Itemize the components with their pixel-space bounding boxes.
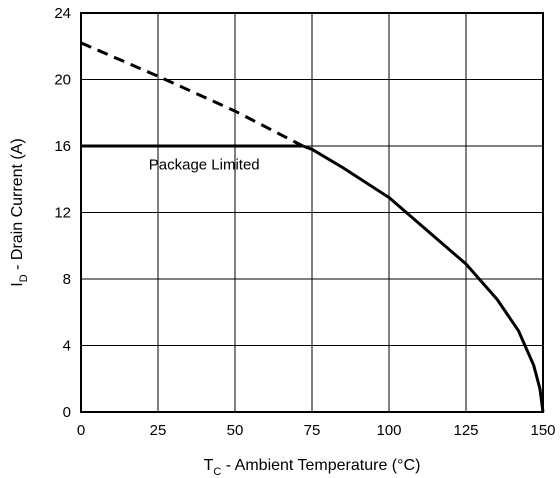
x-tick-label: 150 [530, 422, 555, 439]
x-tick-label: 50 [227, 422, 244, 439]
x-tick-label: 100 [376, 422, 401, 439]
y-tick-label: 0 [63, 404, 71, 421]
y-tick-label: 4 [63, 338, 71, 355]
annotations: Package Limited [149, 156, 260, 173]
x-tick-label: 125 [453, 422, 478, 439]
x-tick-label: 0 [77, 422, 85, 439]
y-tick-label: 16 [54, 138, 71, 155]
y-tick-labels: 0 4 8 12 16 20 24 [54, 5, 71, 421]
plot-frame [80, 12, 544, 413]
y-axis-label: ID - Drain Current (A) [9, 138, 30, 286]
y-tick-label: 20 [54, 72, 71, 89]
x-tick-label: 75 [304, 422, 321, 439]
y-tick-label: 24 [54, 5, 71, 22]
x-tick-labels: 0 25 50 75 100 125 150 [77, 422, 556, 439]
annotation-label: Package Limited [149, 156, 260, 173]
y-tick-label: 12 [54, 205, 71, 222]
x-axis-label: TC - Ambient Temperature (°C) [204, 457, 421, 478]
x-tick-label: 25 [150, 422, 167, 439]
series-lines [80, 41, 545, 413]
y-tick-label: 8 [63, 271, 71, 288]
dashed-series-line [80, 41, 304, 148]
solid-series-line [81, 144, 545, 413]
